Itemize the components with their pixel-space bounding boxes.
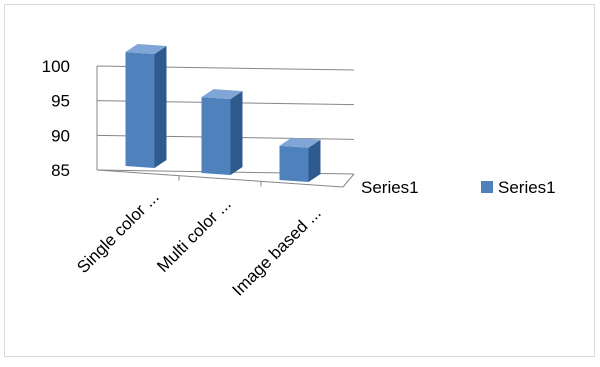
y-tick-label-1: 90 (51, 126, 70, 145)
legend-swatch-series1 (481, 181, 493, 193)
depth-axis-label: Series1 (361, 178, 419, 197)
y-tick-label-0: 85 (51, 161, 70, 180)
bar-layer (125, 44, 321, 182)
bar-top-0 (125, 44, 167, 54)
bar-front-1 (201, 97, 231, 175)
bar-side-1 (230, 91, 243, 175)
bar-front-0 (125, 52, 155, 168)
bar-top-1 (201, 89, 243, 100)
legend-label-series1: Series1 (498, 178, 556, 197)
legend: Series1 (481, 178, 556, 197)
bar-front-2 (279, 145, 309, 182)
axis-layer (96, 66, 355, 188)
bar-side-0 (154, 46, 167, 168)
y-tick-label-3: 100 (42, 57, 70, 76)
bar-side-2 (308, 139, 321, 182)
bar-top-2 (279, 137, 321, 148)
y-tick-label-2: 95 (51, 92, 70, 111)
floor-right-edge (342, 173, 355, 188)
floor-front-edge (96, 169, 344, 188)
